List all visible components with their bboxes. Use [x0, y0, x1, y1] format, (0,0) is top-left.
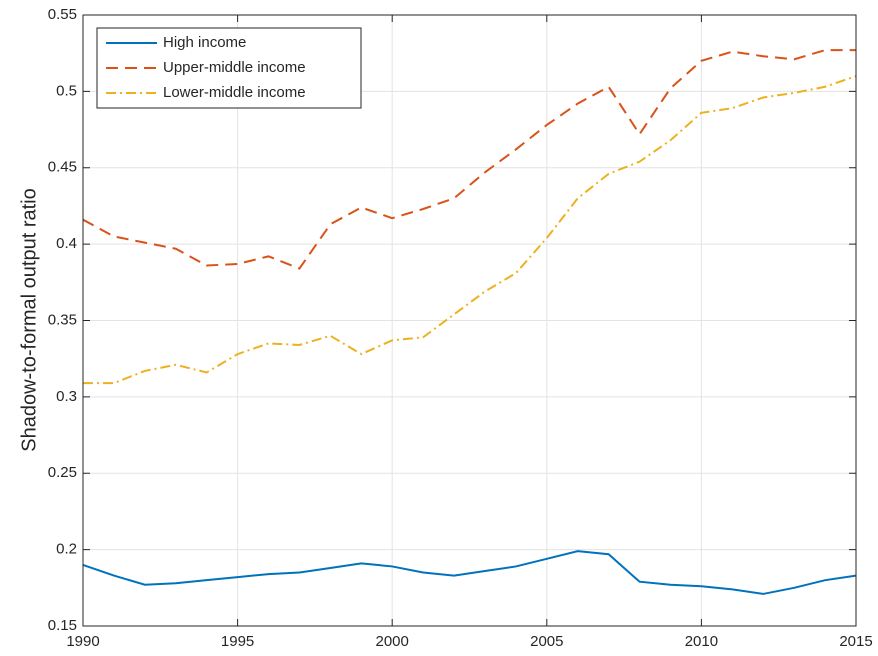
legend-box — [96, 27, 362, 109]
plot — [82, 49, 857, 595]
y-tick-label: 0.45 — [48, 159, 77, 176]
x-tick-label: 2010 — [685, 633, 718, 650]
series-line — [82, 49, 856, 270]
y-tick-label: 0.55 — [48, 6, 77, 23]
y-tick-label: 0.2 — [56, 541, 77, 558]
legend-label: High income — [163, 34, 246, 51]
series-line — [82, 550, 857, 595]
y-tick-label: 0.15 — [48, 617, 77, 634]
ticks: 0.15 0.2 0.25 0.3 0.35 0.4 0.45 0.5 0.55 1990 1995… — [48, 6, 873, 650]
y-tick-label: 0.3 — [56, 388, 77, 405]
y-tick-label: 0.25 — [48, 464, 77, 481]
legend-label: Upper-middle income — [163, 59, 306, 76]
x-tick-label: 1990 — [66, 633, 99, 650]
series-line — [83, 75, 857, 385]
y-tick-label: 0.4 — [56, 235, 77, 252]
legend: High income Upper-middle income Lower-midd… — [96, 27, 362, 109]
x-tick-label: 2005 — [530, 633, 563, 650]
x-tick-label: 1995 — [221, 633, 254, 650]
x-tick-label: 2000 — [376, 633, 409, 650]
x-tick-label: 2015 — [839, 633, 872, 650]
y-axis-label: Shadow-to-formal output ratio — [18, 188, 40, 451]
y-tick-label: 0.5 — [56, 82, 77, 99]
y-tick-label: 0.35 — [48, 311, 77, 328]
legend-label: Lower-middle income — [163, 84, 306, 101]
